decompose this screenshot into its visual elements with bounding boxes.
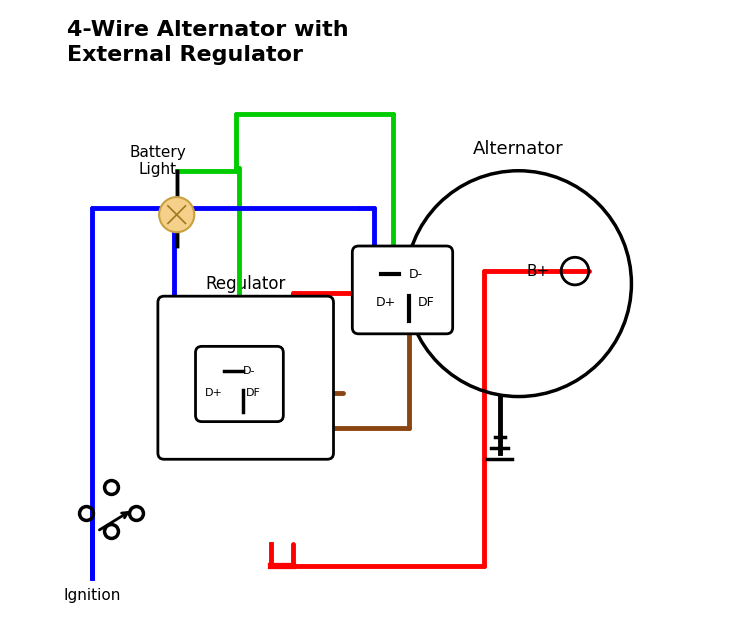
Text: Alternator: Alternator — [473, 140, 564, 158]
Text: D+: D+ — [205, 389, 223, 398]
FancyBboxPatch shape — [196, 346, 283, 421]
Text: B+: B+ — [527, 263, 550, 278]
Text: 4-Wire Alternator with
External Regulator: 4-Wire Alternator with External Regulato… — [67, 20, 349, 65]
Text: Regulator: Regulator — [205, 275, 286, 293]
Text: D-: D- — [408, 268, 423, 281]
FancyBboxPatch shape — [353, 246, 453, 334]
Circle shape — [159, 197, 194, 232]
Text: DF: DF — [418, 296, 435, 309]
Text: DF: DF — [246, 389, 261, 398]
Text: D+: D+ — [376, 296, 396, 309]
Text: Battery
Light: Battery Light — [130, 145, 186, 177]
FancyBboxPatch shape — [158, 296, 333, 459]
Text: Ignition: Ignition — [63, 588, 121, 603]
Text: D-: D- — [243, 367, 255, 377]
